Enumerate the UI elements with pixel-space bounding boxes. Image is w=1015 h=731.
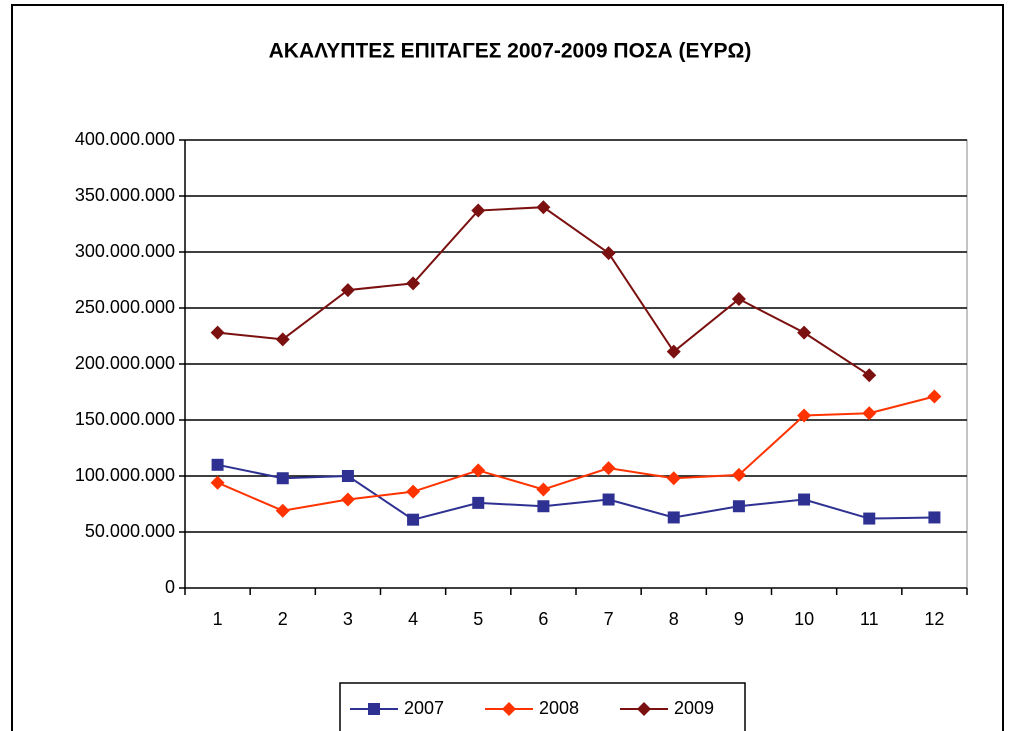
data-point <box>797 408 812 423</box>
x-tick-label: 2 <box>278 609 288 629</box>
series-line <box>217 463 935 521</box>
data-point <box>602 493 615 506</box>
x-tick-label: 1 <box>213 609 223 629</box>
legend-marker <box>368 703 380 715</box>
data-point <box>406 484 421 499</box>
series-line <box>217 395 935 512</box>
x-tick-label: 3 <box>343 609 353 629</box>
data-point <box>927 389 942 404</box>
y-tick-label: 0 <box>165 577 175 597</box>
legend-label: 2009 <box>674 698 714 718</box>
data-point <box>536 200 551 215</box>
data-point <box>471 203 486 218</box>
x-tick-label: 5 <box>473 609 483 629</box>
data-point <box>407 513 420 526</box>
data-point <box>862 406 877 421</box>
data-point <box>732 500 745 513</box>
y-tick-label: 350.000.000 <box>75 185 175 205</box>
data-point <box>275 503 290 518</box>
data-point <box>537 500 550 513</box>
y-tick-label: 50.000.000 <box>85 521 175 541</box>
data-point <box>731 467 746 482</box>
legend-marker <box>637 702 651 716</box>
data-point <box>666 471 681 486</box>
data-point <box>798 493 811 506</box>
chart-title: ΑΚΑΛΥΠΤΕΣ ΕΠΙΤΑΓΕΣ 2007-2009 ΠΟΣΑ (ΕΥΡΩ) <box>269 40 752 63</box>
data-point <box>863 512 876 525</box>
data-point <box>211 458 224 471</box>
data-point <box>731 292 746 307</box>
data-point <box>667 511 680 524</box>
x-tick-label: 12 <box>924 609 944 629</box>
data-point <box>601 246 616 261</box>
data-point <box>406 276 421 291</box>
y-tick-label: 200.000.000 <box>75 353 175 373</box>
data-point <box>471 463 486 478</box>
x-tick-label: 4 <box>408 609 418 629</box>
legend-marker <box>502 702 516 716</box>
data-point <box>797 325 812 340</box>
y-tick-label: 150.000.000 <box>75 409 175 429</box>
x-tick-label: 6 <box>538 609 548 629</box>
data-point <box>276 472 289 485</box>
data-point <box>210 475 225 490</box>
legend-label: 2008 <box>539 698 579 718</box>
data-point <box>341 470 354 482</box>
x-tick-label: 10 <box>794 609 814 629</box>
data-point <box>928 511 941 524</box>
x-tick-label: 11 <box>860 609 879 629</box>
data-point <box>340 283 355 298</box>
legend-label: 2007 <box>404 698 444 718</box>
data-point <box>666 344 681 359</box>
x-tick-label: 8 <box>669 609 679 629</box>
y-tick-label: 250.000.000 <box>75 297 175 317</box>
data-point <box>275 332 290 347</box>
legend-box <box>339 682 746 731</box>
y-tick-label: 100.000.000 <box>75 465 175 485</box>
x-tick-label: 7 <box>604 609 614 629</box>
x-tick-label: 9 <box>734 609 744 629</box>
data-point <box>340 492 355 507</box>
data-point <box>601 461 616 476</box>
data-point <box>862 368 877 383</box>
data-point <box>472 496 485 509</box>
data-point <box>210 325 225 340</box>
data-point <box>536 482 551 497</box>
y-tick-label: 400.000.000 <box>75 129 175 149</box>
y-tick-label: 300.000.000 <box>75 241 175 261</box>
